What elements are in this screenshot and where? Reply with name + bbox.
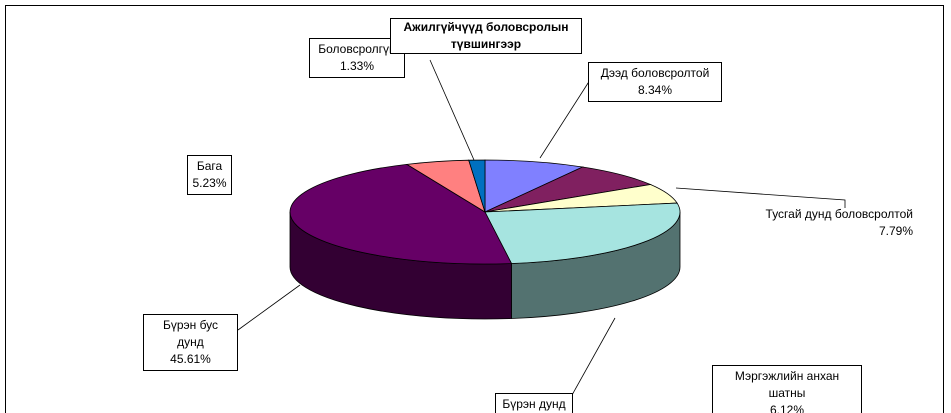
category-label: Бага	[196, 159, 223, 173]
data-label: Бүрэн дунд	[495, 393, 573, 413]
leader-line	[539, 79, 591, 159]
value-label: 6.12%	[769, 403, 805, 413]
category-label: Бүрэн дунд	[502, 397, 566, 411]
chart-title: Ажилгүйчүүд боловсролын түвшингээр	[390, 18, 582, 54]
slice	[484, 166, 652, 213]
slice	[468, 159, 486, 213]
category-label: Мэргэжлийн анхан шатны	[734, 369, 840, 400]
leader-line	[429, 59, 475, 161]
value-label: 5.23%	[192, 176, 227, 190]
chart-frame	[5, 5, 944, 413]
data-label: Дээд боловсролтой 8.34%	[588, 62, 722, 102]
category-label: Дээд боловсролтой	[600, 66, 710, 80]
value-label: 1.33%	[339, 59, 375, 73]
leader-line	[675, 187, 846, 208]
category-label: Боловсролгүй	[318, 42, 396, 56]
slice	[484, 202, 681, 264]
value-label: 8.34%	[637, 83, 673, 97]
data-label: Бүрэн бус дунд 45.61%	[143, 314, 238, 371]
data-label: Боловсролгүй 1.33%	[309, 38, 405, 78]
category-label: Тусгай дунд боловсролтой	[765, 207, 913, 221]
slice	[289, 163, 513, 265]
slice	[484, 159, 584, 213]
value-label: 7.79%	[878, 224, 913, 238]
data-label: Мэргэжлийн анхан шатны 6.12%	[712, 365, 862, 413]
value-label: 45.61%	[170, 352, 211, 366]
leader-line	[237, 284, 301, 331]
data-label: Тусгай дунд боловсролтой 7.79%	[752, 204, 917, 242]
data-label: Бага 5.23%	[187, 155, 232, 195]
category-label: Бүрэн бус дунд	[162, 318, 219, 349]
